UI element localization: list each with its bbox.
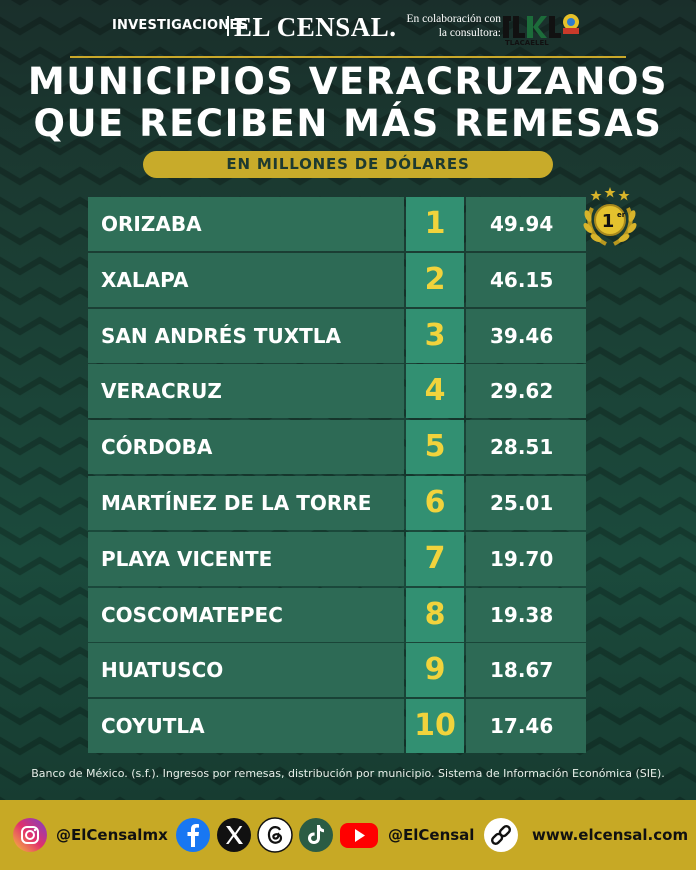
table-row: COSCOMATEPEC 8 19.38 — [88, 587, 586, 642]
link-icon[interactable] — [483, 817, 519, 853]
table-row: MARTÍNEZ DE LA TORRE 6 25.01 — [88, 476, 586, 530]
municipality-name: COYUTLA — [88, 699, 404, 754]
brand-logo: EL CENSAL. — [234, 12, 397, 42]
threads-icon[interactable] — [257, 817, 293, 853]
medal-suffix: er — [617, 211, 626, 219]
rank-number: 5 — [406, 420, 464, 475]
rank-number: 8 — [406, 587, 464, 642]
municipality-name: VERACRUZ — [88, 364, 404, 419]
rank-number: 3 — [406, 308, 464, 363]
table-row: SAN ANDRÉS TUXTLA 3 39.46 — [88, 308, 586, 363]
remittance-value: 18.67 — [466, 643, 586, 698]
partner-logo: TLACAELEL — [503, 14, 579, 46]
rank-number: 1 — [406, 197, 464, 251]
chevron-stripe — [0, 76, 696, 96]
municipality-name: HUATUSCO — [88, 643, 404, 698]
rank-number: 6 — [406, 476, 464, 530]
rank-number: 9 — [406, 643, 464, 698]
municipality-name: ORIZABA — [88, 197, 404, 251]
municipality-name: CÓRDOBA — [88, 420, 404, 475]
website-link[interactable]: www.elcensal.com — [532, 826, 689, 844]
remittance-value: 46.15 — [466, 252, 586, 307]
remittance-value: 49.94 — [466, 197, 586, 251]
instagram-icon[interactable] — [12, 817, 48, 853]
chevron-stripe — [10, 0, 696, 6]
table-row: COYUTLA 10 17.46 — [88, 699, 586, 754]
youtube-icon[interactable] — [339, 817, 379, 853]
collab-line-1: En colaboración con — [406, 13, 501, 25]
table-row: VERACRUZ 4 29.62 — [88, 364, 586, 419]
remittance-value: 25.01 — [466, 476, 586, 530]
svg-text:TLACAELEL: TLACAELEL — [505, 39, 549, 46]
section-label: INVESTIGACIONES — [112, 18, 249, 33]
chevron-stripe — [0, 16, 696, 36]
collaboration-note: En colaboración con la consultora: — [397, 12, 501, 40]
table-row: HUATUSCO 9 18.67 — [88, 643, 586, 698]
title-line-1: MUNICIPIOS VERACRUZANOS — [27, 60, 669, 103]
title-line-2: QUE RECIBEN MÁS REMESAS — [33, 102, 663, 145]
remittance-value: 19.38 — [466, 587, 586, 642]
table-row: PLAYA VICENTE 7 19.70 — [88, 531, 586, 586]
remittance-value: 17.46 — [466, 699, 586, 754]
chevron-stripe — [0, 136, 696, 156]
municipality-name: PLAYA VICENTE — [88, 531, 404, 586]
tiktok-icon[interactable] — [298, 817, 334, 853]
first-place-medal-icon: 1 er — [583, 187, 637, 246]
rank-number: 10 — [406, 699, 464, 754]
header: INVESTIGACIONES EL CENSAL. En colaboraci… — [0, 10, 696, 58]
table-row: XALAPA 2 46.15 — [88, 252, 586, 307]
header-rule — [70, 56, 626, 58]
municipality-name: XALAPA — [88, 252, 404, 307]
rank-number: 7 — [406, 531, 464, 586]
chevron-stripe — [0, 106, 696, 126]
municipality-name: SAN ANDRÉS TUXTLA — [88, 308, 404, 363]
medal-number: 1 — [602, 211, 615, 232]
collab-line-2: la consultora: — [438, 27, 501, 39]
remittance-value: 29.62 — [466, 364, 586, 419]
table-row: ORIZABA 1 49.94 — [88, 197, 586, 251]
header-divider — [227, 16, 229, 36]
table-row: CÓRDOBA 5 28.51 — [88, 420, 586, 475]
rank-number: 2 — [406, 252, 464, 307]
instagram-handle[interactable]: @ElCensalmx — [56, 826, 168, 844]
chevron-stripe — [0, 766, 696, 786]
source-note: Banco de México. (s.f.). Ingresos por re… — [31, 767, 665, 780]
facebook-icon[interactable] — [175, 817, 211, 853]
social-handle[interactable]: @ElCensal — [388, 826, 475, 844]
remittance-value: 39.46 — [466, 308, 586, 363]
social-footer: @ElCensalmx @ElCensal www.elcensal.com — [0, 800, 696, 870]
rank-number: 4 — [406, 364, 464, 419]
municipality-name: MARTÍNEZ DE LA TORRE — [88, 476, 404, 530]
subtitle-pill: EN MILLONES DE DÓLARES — [143, 151, 553, 178]
municipality-name: COSCOMATEPEC — [88, 587, 404, 642]
x-icon[interactable] — [216, 817, 252, 853]
remittance-value: 28.51 — [466, 420, 586, 475]
remittance-value: 19.70 — [466, 531, 586, 586]
